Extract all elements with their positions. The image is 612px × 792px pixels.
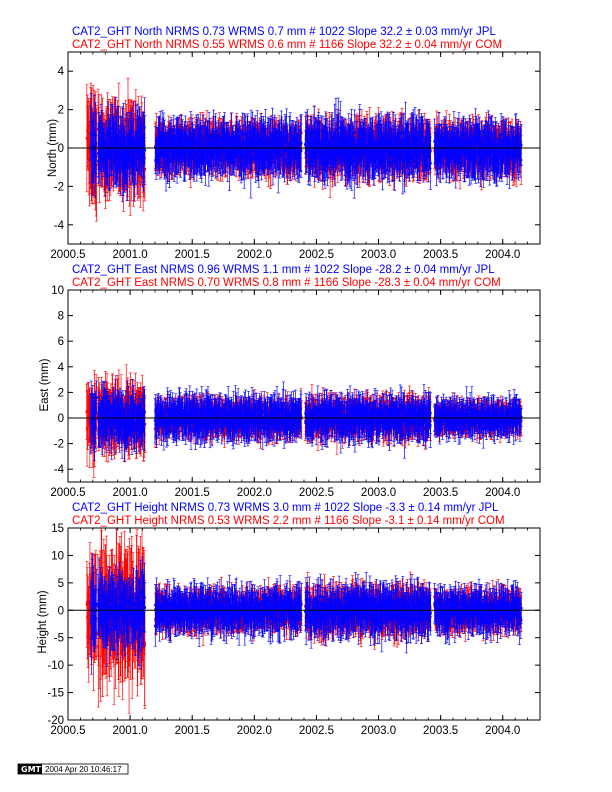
data-point [90,156,93,160]
data-point [88,152,91,155]
data-point [97,160,100,163]
data-point [113,142,117,146]
data-point [89,120,93,124]
data-point [423,133,426,137]
data-point [114,130,117,134]
data-point [95,163,98,167]
data-point [120,144,124,147]
data-point [99,152,103,155]
data-point [104,156,107,159]
data-point [100,147,103,151]
data-point [112,146,116,149]
data-point [91,154,94,157]
data-point [86,138,90,141]
north-title-com: CAT2_GHT North NRMS 0.55 WRMS 0.6 mm # 1… [72,39,502,51]
data-point [121,135,124,138]
data-point [101,148,105,151]
data-point [290,137,293,140]
data-point [99,142,102,145]
data-point [118,162,121,165]
data-point [92,150,95,153]
data-point [110,154,113,158]
data-point [116,141,119,144]
data-point [356,134,359,138]
north-plot-area: 2000.5 2001.0 2001.5 2002.0 2002.5 2003.0 2003… [50,51,541,261]
data-point [105,152,108,155]
panel-north: CAT2_GHT North NRMS 0.73 WRMS 0.7 mm # 1… [47,26,541,261]
data-point [392,170,396,174]
data-point [122,139,125,142]
data-point [100,134,104,137]
data-point [89,132,92,135]
data-point [104,157,107,161]
data-point [117,143,120,146]
data-point [109,141,112,144]
data-point [94,134,97,137]
data-point [391,134,394,138]
data-point [331,159,334,163]
data-point [115,151,119,155]
data-point [119,158,122,161]
data-point [336,163,340,167]
data-point [120,137,123,140]
data-point [97,136,101,140]
data-point [87,123,90,127]
data-point [98,148,101,152]
north-data-layer [85,78,523,222]
data-point [92,133,96,136]
data-point [106,155,109,158]
data-point [109,127,113,130]
data-point [94,142,98,145]
data-point [101,144,104,147]
data-point [106,129,110,132]
data-point [107,154,111,158]
data-point [102,142,106,145]
data-point [107,133,110,136]
north-title-jpl: CAT2_GHT North NRMS 0.73 WRMS 0.7 mm # 1… [72,26,496,38]
data-point [111,127,115,130]
data-point [110,131,114,135]
data-point [155,134,158,137]
